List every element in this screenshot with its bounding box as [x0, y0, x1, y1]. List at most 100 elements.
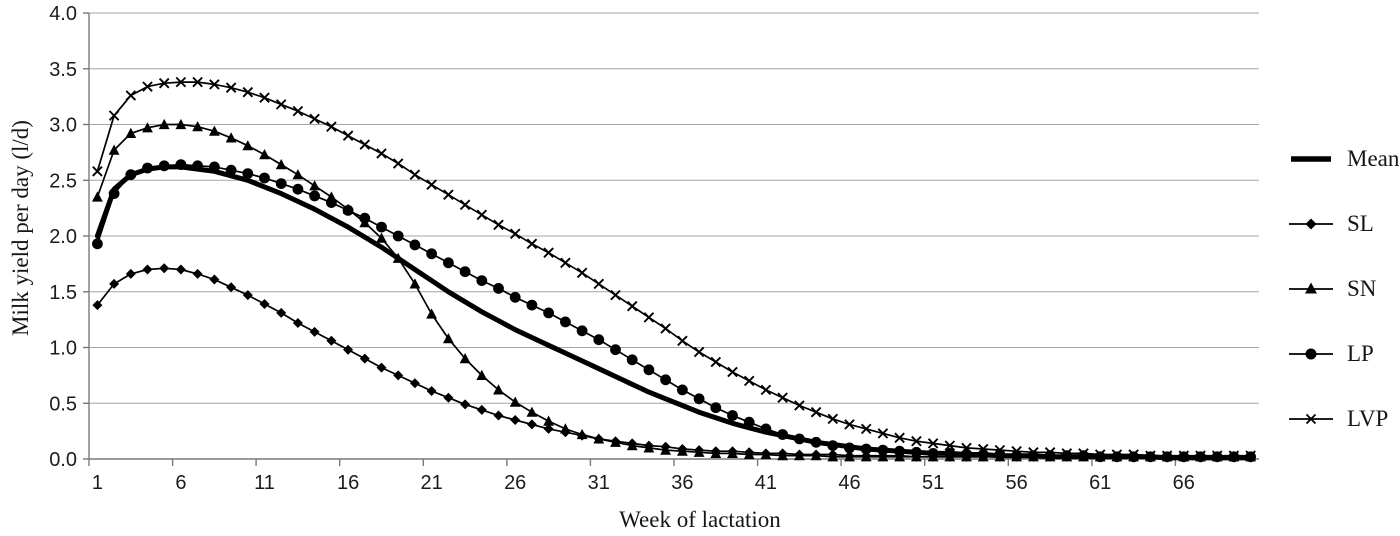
circle-marker — [543, 307, 554, 319]
x-marker — [660, 323, 671, 334]
circle-marker — [209, 161, 220, 173]
triangle-marker — [827, 451, 839, 462]
diamond-marker — [309, 326, 320, 337]
triangle-marker — [459, 353, 471, 364]
diamond-marker — [460, 399, 471, 410]
triangle-marker — [376, 232, 387, 243]
triangle-marker — [760, 448, 772, 460]
x-marker — [743, 375, 755, 387]
diamond-marker — [359, 353, 370, 364]
x-marker — [242, 86, 254, 98]
diamond-marker — [242, 290, 253, 301]
x-marker — [1245, 450, 1256, 461]
diamond-marker — [526, 419, 537, 430]
triangle-marker — [225, 132, 237, 143]
triangle-marker — [242, 140, 254, 151]
x-marker — [593, 278, 605, 290]
circle-marker — [225, 164, 237, 176]
circle-marker — [292, 183, 304, 195]
series-lp — [92, 159, 1256, 463]
x-marker — [326, 121, 337, 132]
diamond-marker — [326, 335, 337, 346]
series-lvp — [92, 76, 1256, 461]
triangle-marker — [810, 450, 822, 461]
diamond-marker — [209, 274, 220, 285]
triangle-marker — [158, 118, 170, 130]
x-marker — [1195, 450, 1206, 461]
x-marker — [142, 81, 153, 92]
x-tick-label: 36 — [671, 472, 693, 494]
x-tick-label: 1 — [92, 472, 103, 494]
triangle-marker — [92, 191, 103, 202]
triangle-marker — [476, 369, 488, 380]
x-marker — [844, 419, 855, 430]
x-marker — [944, 440, 956, 451]
triangle-marker — [125, 127, 137, 138]
x-marker — [1078, 448, 1089, 459]
x-tick-label: 16 — [337, 472, 359, 494]
x-tick-label: 11 — [254, 472, 275, 494]
x-marker — [610, 289, 621, 301]
circle-marker — [409, 239, 421, 251]
x-marker — [1094, 449, 1106, 460]
diamond-marker — [543, 423, 554, 434]
circle-marker — [576, 325, 588, 337]
circle-marker — [1094, 451, 1106, 463]
triangle-marker — [292, 169, 304, 180]
circle-marker — [677, 384, 688, 396]
x-marker — [927, 438, 939, 449]
triangle-marker — [710, 447, 722, 458]
circle-marker — [526, 299, 538, 311]
legend-item-sn: SN — [1288, 277, 1399, 300]
x-marker — [1028, 447, 1039, 458]
x-tick-label: 46 — [838, 472, 860, 494]
circle-marker — [275, 178, 287, 190]
circle-marker — [794, 433, 805, 445]
triangle-marker — [560, 423, 571, 434]
triangle-marker — [409, 278, 421, 289]
y-tick-label: 3.0 — [49, 115, 77, 137]
x-marker — [209, 79, 220, 90]
x-marker — [376, 148, 387, 159]
x-axis-title: Week of lactation — [619, 507, 781, 532]
x-marker — [576, 267, 588, 279]
diamond-marker — [175, 264, 186, 275]
circle-marker — [443, 257, 454, 269]
x-marker — [560, 257, 571, 269]
x-marker — [292, 105, 304, 117]
x-marker — [192, 76, 203, 88]
circle-marker — [877, 444, 889, 456]
x-marker — [693, 346, 705, 358]
circle-marker — [810, 436, 822, 448]
triangle-marker — [426, 308, 437, 319]
circle-marker — [894, 445, 905, 457]
y-axis-ticks: 0.0 0.5 1.0 1.5 2.0 2.5 3.0 3.5 4.0 — [49, 3, 89, 471]
x-tick-label: 56 — [1005, 472, 1027, 494]
triangle-marker — [309, 180, 320, 191]
diamond-marker — [276, 307, 287, 318]
triangle-marker — [877, 451, 889, 462]
circle-marker — [92, 238, 103, 250]
x-marker — [911, 435, 922, 447]
x-marker — [1178, 450, 1190, 461]
circle-marker — [760, 423, 772, 435]
triangle-marker — [509, 396, 521, 407]
diamond-marker — [409, 378, 420, 389]
triangle-marker — [392, 252, 404, 263]
gridlines — [89, 12, 1259, 404]
triangle-marker — [259, 149, 270, 160]
diamond-marker — [192, 268, 203, 279]
triangle-marker — [777, 450, 788, 461]
x-marker — [125, 90, 137, 101]
diamond-marker — [493, 410, 504, 421]
y-tick-label: 0.5 — [49, 393, 77, 415]
circle-marker — [242, 168, 254, 180]
circle-marker — [693, 393, 705, 405]
circle-marker — [977, 449, 989, 460]
x-marker — [727, 366, 738, 378]
triangle-marker — [643, 442, 655, 453]
circle-marker — [125, 169, 137, 181]
circle-marker — [660, 374, 671, 386]
legend-item-sl: SL — [1288, 212, 1399, 235]
